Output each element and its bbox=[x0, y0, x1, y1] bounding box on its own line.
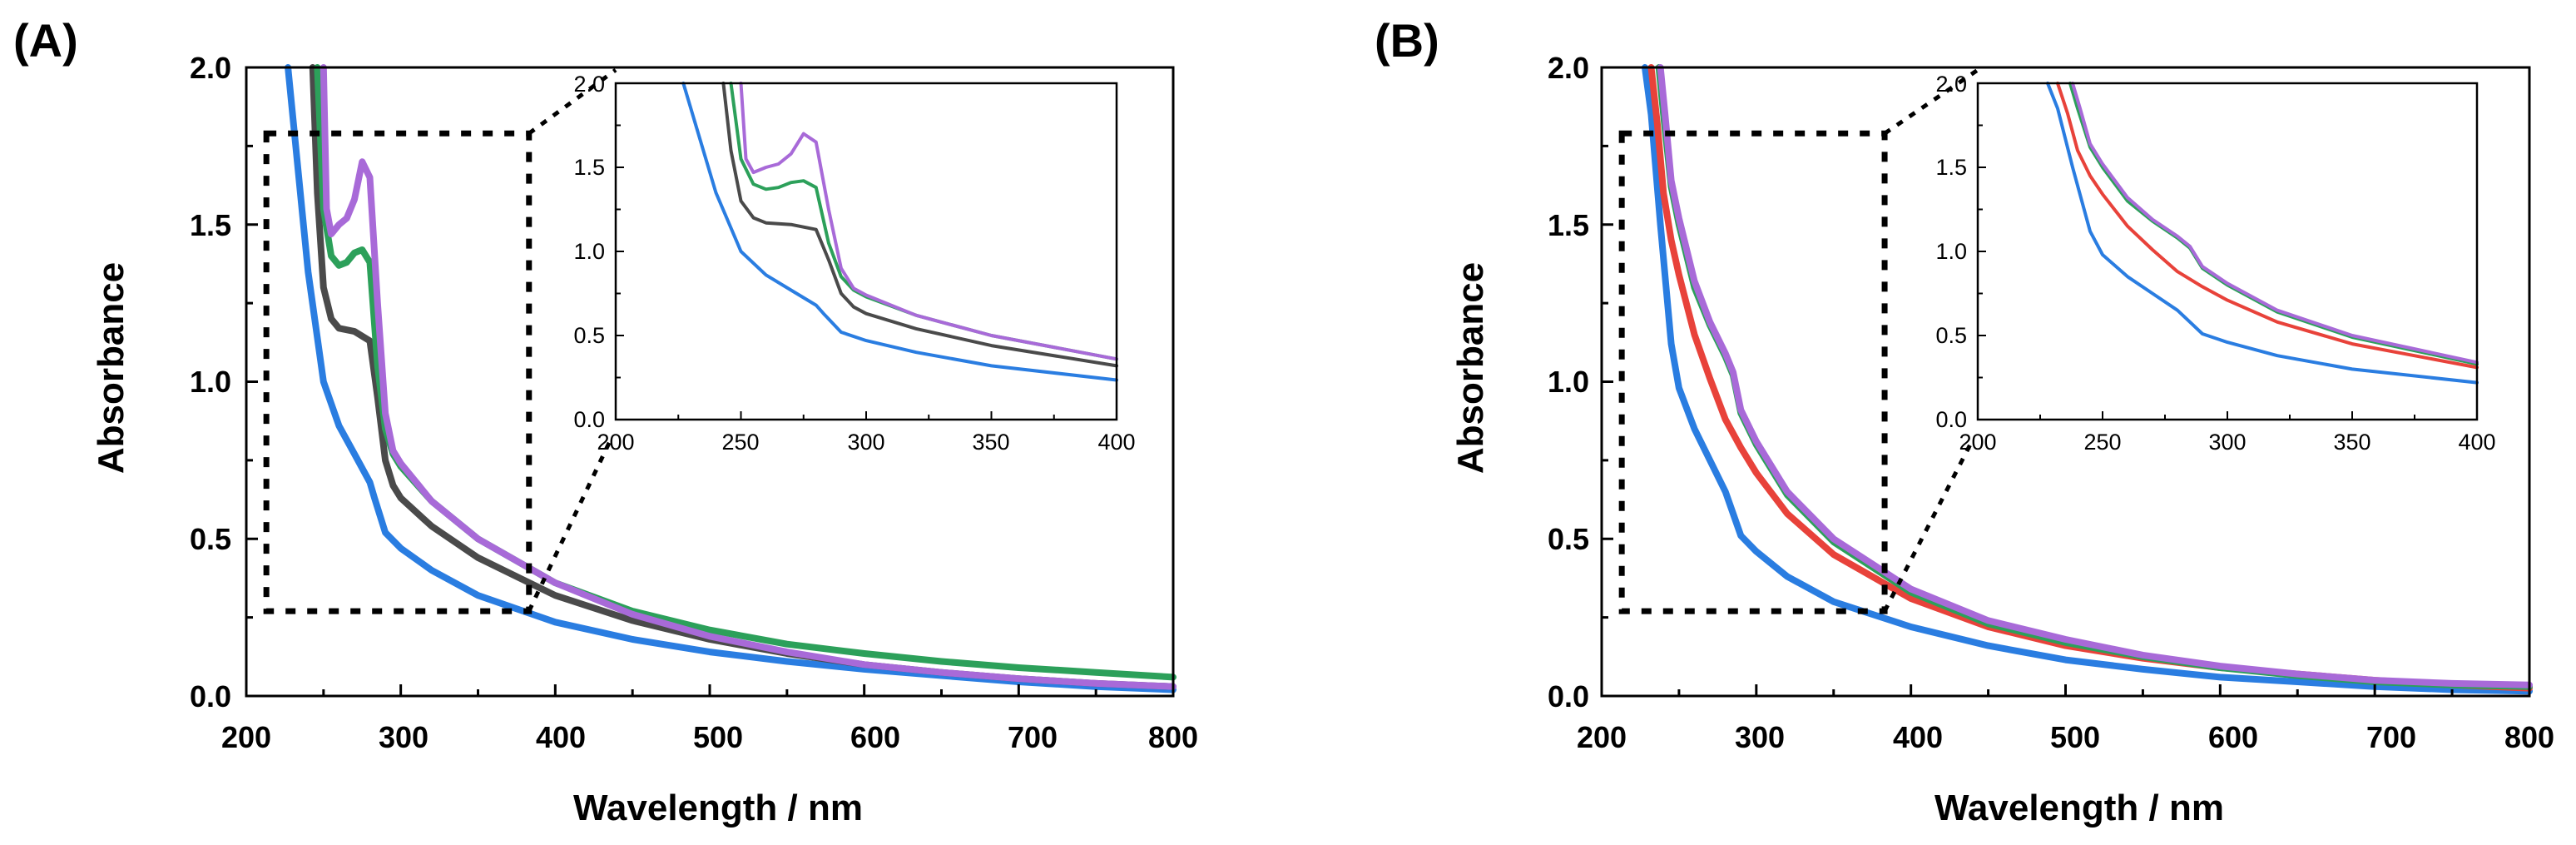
zoom-connector bbox=[527, 438, 613, 613]
inset-a: 200 250 300 350 400 0.0 0.5 1.0 1.5 2.0 bbox=[573, 72, 1135, 455]
series-group-a bbox=[285, 64, 1177, 693]
inset-y-tick-label: 0.0 bbox=[1935, 407, 1967, 432]
series-group-b bbox=[1642, 64, 2533, 695]
inset-x-tick-label: 300 bbox=[2208, 430, 2246, 455]
x-axis-title-a: Wavelength / nm bbox=[573, 788, 863, 828]
inset-y-tick-label: 0.5 bbox=[1935, 323, 1967, 348]
plot-frame-b bbox=[1600, 66, 2531, 698]
x-axis-title-b: Wavelength / nm bbox=[1934, 788, 2224, 828]
zoom-connector bbox=[1882, 438, 1975, 613]
inset-x-tick-label: 350 bbox=[2333, 430, 2370, 455]
panel-label-a: (A) bbox=[13, 14, 78, 67]
inset-series-line-purple bbox=[2071, 82, 2479, 365]
x-tick-label: 200 bbox=[1577, 720, 1627, 754]
plot-frame-a bbox=[245, 66, 1175, 698]
y-tick-label: 1.0 bbox=[1548, 365, 1589, 399]
inset-x-tick-label: 350 bbox=[972, 430, 1009, 455]
x-tick-label: 600 bbox=[850, 720, 900, 754]
zoom-box bbox=[1618, 130, 1888, 614]
inset-background-a bbox=[616, 83, 1117, 420]
inset-x-tick-labels-a: 200 250 300 350 400 bbox=[597, 430, 1135, 455]
inset-b: 200 250 300 350 400 0.0 0.5 1.0 1.5 2.0 bbox=[1935, 72, 2495, 455]
inset-x-tick-label: 250 bbox=[721, 430, 759, 455]
y-tick-label: 0.5 bbox=[1548, 522, 1589, 556]
y-tick-label: 1.5 bbox=[1548, 208, 1589, 242]
series-line-purple bbox=[320, 64, 1177, 690]
inset-y-tick-label: 1.0 bbox=[573, 239, 605, 264]
inset-y-tick-labels-b: 0.0 0.5 1.0 1.5 2.0 bbox=[1935, 72, 1967, 432]
y-tick-label: 1.5 bbox=[190, 208, 231, 242]
zoom-box bbox=[263, 130, 533, 614]
y-tick-label: 0.5 bbox=[190, 522, 231, 556]
inset-y-tick-label: 0.5 bbox=[573, 323, 605, 348]
y-tick-label: 0.0 bbox=[190, 679, 231, 713]
series-line-purple bbox=[1657, 64, 2533, 688]
x-tick-labels-b: 200 300 400 500 600 700 800 bbox=[1577, 720, 2554, 754]
inset-x-tick-label: 400 bbox=[2458, 430, 2495, 455]
y-tick-labels-a: 0.0 0.5 1.0 1.5 2.0 bbox=[190, 51, 231, 713]
inset-x-tick-label: 250 bbox=[2083, 430, 2121, 455]
inset-y-tick-label: 2.0 bbox=[1935, 72, 1967, 97]
x-tick-label: 200 bbox=[221, 720, 271, 754]
inset-x-tick-label: 300 bbox=[847, 430, 884, 455]
panel-a: (A) Absorbance Wavelength / nm 200 300 4… bbox=[13, 14, 1198, 828]
y-tick-label: 0.0 bbox=[1548, 679, 1589, 713]
y-axis-title-a: Absorbance bbox=[91, 262, 131, 474]
x-tick-label: 800 bbox=[2504, 720, 2554, 754]
x-tick-label: 300 bbox=[1735, 720, 1785, 754]
y-axis-title-b: Absorbance bbox=[1450, 262, 1491, 474]
x-tick-label: 400 bbox=[536, 720, 586, 754]
zoom-indicator-a bbox=[263, 67, 617, 614]
x-tick-label: 300 bbox=[379, 720, 429, 754]
inset-series-line-red bbox=[2056, 82, 2479, 370]
inset-y-tick-label: 1.0 bbox=[1935, 239, 1967, 264]
x-tick-label: 600 bbox=[2208, 720, 2258, 754]
inset-x-tick-label: 200 bbox=[597, 430, 634, 455]
zoom-connector bbox=[1883, 67, 1979, 136]
inset-background-b bbox=[1978, 83, 2477, 420]
inset-x-tick-label: 200 bbox=[1959, 430, 1996, 455]
series-line-blue bbox=[285, 64, 1177, 693]
inset-x-tick-label: 400 bbox=[1097, 430, 1135, 455]
x-tick-label: 500 bbox=[693, 720, 743, 754]
zoom-connector bbox=[528, 67, 617, 136]
inset-series-b bbox=[2046, 82, 2479, 385]
x-tick-label: 400 bbox=[1893, 720, 1943, 754]
plot-area-b bbox=[1600, 64, 2533, 698]
inset-y-tick-label: 2.0 bbox=[573, 72, 605, 97]
inset-y-tick-label: 1.5 bbox=[1935, 155, 1967, 180]
inset-y-tick-labels-a: 0.0 0.5 1.0 1.5 2.0 bbox=[573, 72, 605, 432]
panel-label-b: (B) bbox=[1375, 14, 1439, 67]
y-tick-label: 2.0 bbox=[1548, 51, 1589, 85]
inset-x-tick-labels-b: 200 250 300 350 400 bbox=[1959, 430, 2495, 455]
x-tick-labels-a: 200 300 400 500 600 700 800 bbox=[221, 720, 1198, 754]
x-tick-label: 800 bbox=[1148, 720, 1198, 754]
series-line-blue bbox=[1642, 64, 2533, 695]
inset-series-line-gray bbox=[721, 82, 1118, 368]
inset-frame-b bbox=[1976, 82, 2479, 421]
inset-y-tick-label: 1.5 bbox=[573, 155, 605, 180]
inset-series-line-blue bbox=[2046, 82, 2479, 385]
y-tick-labels-b: 0.0 0.5 1.0 1.5 2.0 bbox=[1548, 51, 1589, 713]
inset-series-line-purple bbox=[739, 82, 1118, 361]
zoom-indicator-b bbox=[1618, 67, 1979, 614]
y-tick-label: 2.0 bbox=[190, 51, 231, 85]
inset-series-a bbox=[681, 82, 1118, 382]
x-tick-label: 500 bbox=[2050, 720, 2100, 754]
plot-area-a bbox=[245, 64, 1177, 698]
inset-y-tick-label: 0.0 bbox=[573, 407, 605, 432]
inset-series-line-blue bbox=[681, 82, 1118, 382]
inset-frame-a bbox=[614, 82, 1118, 421]
y-tick-label: 1.0 bbox=[190, 365, 231, 399]
x-tick-label: 700 bbox=[1008, 720, 1058, 754]
x-tick-label: 700 bbox=[2366, 720, 2416, 754]
panel-b: (B) Absorbance Wavelength / nm 200 300 4… bbox=[1375, 14, 2554, 828]
